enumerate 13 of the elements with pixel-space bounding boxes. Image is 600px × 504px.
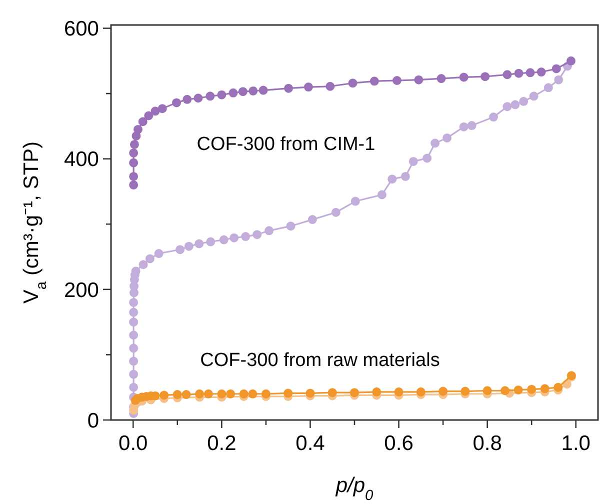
x-tick-label: 0.0 xyxy=(118,432,148,455)
y-tick-label: 200 xyxy=(64,278,99,302)
x-tick-label: 1.0 xyxy=(561,432,590,455)
x-tick-label: 0.4 xyxy=(296,432,326,455)
annotation: COF-300 from CIM-1 xyxy=(196,134,376,155)
x-axis-title: p/p$_{0}$ xyxy=(334,474,374,504)
annotation: COF-300 from raw materials xyxy=(200,350,440,371)
x-tick-label: 0.2 xyxy=(207,432,236,455)
y-tick-label: 0 xyxy=(87,409,99,432)
y-tick-label: 600 xyxy=(64,18,99,41)
x-tick-label: 0.8 xyxy=(472,432,502,455)
x-tick-label: 0.6 xyxy=(384,432,414,455)
y-tick-label: 400 xyxy=(64,148,99,172)
